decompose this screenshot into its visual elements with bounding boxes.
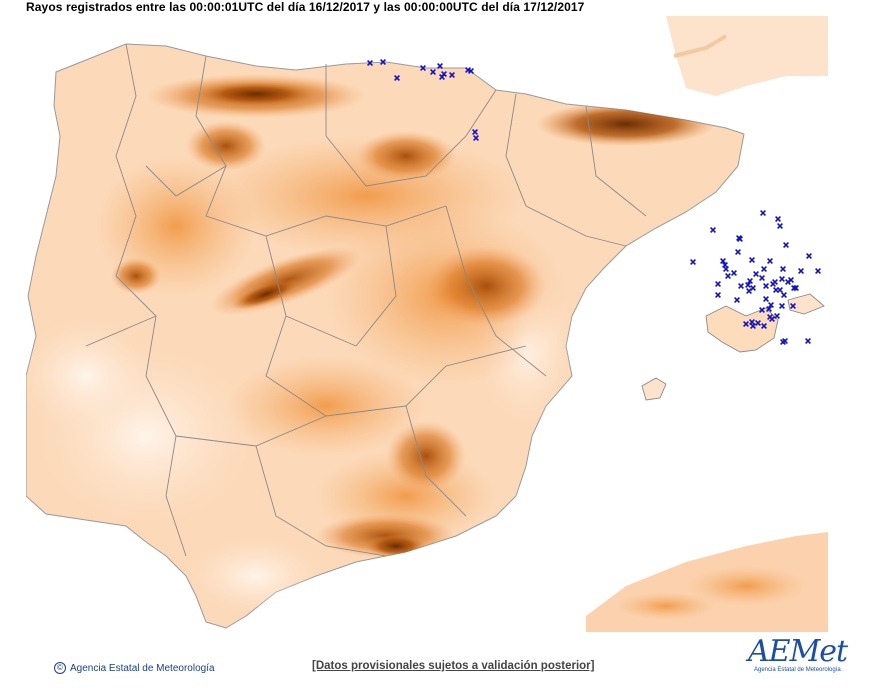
lightning-strike-marker (750, 285, 756, 291)
lightning-strike-marker (749, 257, 755, 263)
lightning-strike-marker (473, 135, 479, 141)
lightning-strike-marker (753, 271, 759, 277)
lightning-strike-marker (725, 273, 731, 279)
copyright: © Agencia Estatal de Meteorología (54, 662, 215, 674)
lightning-strike-marker (774, 313, 780, 319)
lightning-strike-marker (737, 236, 743, 242)
lightning-strike-marker (761, 266, 767, 272)
lightning-strike-marker (768, 302, 774, 308)
lightning-strike-marker (763, 296, 769, 302)
lightning-strike-marker (805, 338, 811, 344)
map-frame (26, 16, 828, 632)
lightning-strike-marker (767, 258, 773, 264)
lightning-strike-marker (793, 285, 799, 291)
lightning-strike-marker (720, 258, 726, 264)
aemet-logo-word: AEMet (748, 634, 848, 669)
disclaimer[interactable]: [Datos provisionales sujetos a validació… (312, 660, 594, 672)
disclaimer-link[interactable]: [Datos provisionales sujetos a validació… (312, 660, 595, 672)
aemet-logo: AEMet Agencia Estatal de Meteorología (748, 636, 848, 678)
lightning-strike-marker (690, 259, 696, 265)
lightning-strike-marker (798, 268, 804, 274)
lightning-strike-marker (715, 281, 721, 287)
lightning-strike-marker (759, 307, 765, 313)
lightning-strike-marker (777, 223, 783, 229)
lightning-strike-marker (468, 68, 474, 74)
lightning-strike-marker (779, 303, 785, 309)
aemet-logo-subtitle: Agencia Estatal de Meteorología (754, 667, 841, 673)
lightning-strike-marker (785, 279, 791, 285)
relief-map (26, 16, 828, 632)
lightning-strike-marker (394, 75, 400, 81)
lightning-strike-marker (747, 278, 753, 284)
lightning-strike-marker (472, 129, 478, 135)
lightning-strike-marker (710, 227, 716, 233)
lightning-strike-marker (745, 282, 751, 288)
lightning-strike-marker (734, 297, 740, 303)
lightning-strike-marker (437, 63, 443, 69)
lightning-strike-marker (815, 268, 821, 274)
mallorca (705, 305, 779, 353)
lightning-strike-marker (769, 316, 775, 322)
lightning-strike-marker (770, 281, 776, 287)
lightning-strike-marker (775, 216, 781, 222)
lightning-strike-marker (441, 71, 447, 77)
lightning-strike-marker (735, 249, 741, 255)
copyright-text: Agencia Estatal de Meteorología (70, 662, 215, 674)
lightning-strike-marker (430, 69, 436, 75)
france-fragment (666, 16, 828, 96)
lightning-strike-marker (781, 292, 787, 298)
lightning-strike-marker (763, 283, 769, 289)
lightning-strike-marker (749, 319, 755, 325)
lightning-strike-marker (791, 285, 797, 291)
lightning-strike-marker (806, 253, 812, 259)
lightning-strike-marker (780, 339, 786, 345)
lightning-strike-marker (766, 306, 772, 312)
lightning-strike-marker (731, 270, 737, 276)
lightning-strike-marker (420, 65, 426, 71)
lightning-strike-marker (760, 210, 766, 216)
lightning-strike-marker (779, 276, 785, 282)
lightning-strike-marker (367, 60, 373, 66)
region-borders (85, 43, 647, 557)
lightning-strike-marker (449, 72, 455, 78)
lightning-strike-marker (723, 266, 729, 272)
lightning-strike-marker (761, 323, 767, 329)
map-title: Rayos registrados entre las 00:00:01UTC … (26, 0, 585, 14)
lightning-strike-marker (759, 275, 765, 281)
lightning-strike-marker (750, 323, 756, 329)
lightning-strike-marker (790, 303, 796, 309)
lightning-strike-marker (755, 320, 761, 326)
lightning-strike-marker (783, 242, 789, 248)
lightning-strike-marker (780, 266, 786, 272)
lightning-strike-marker (380, 59, 386, 65)
lightning-strike-marker (722, 262, 728, 268)
ibiza (641, 377, 667, 401)
lightning-strike-marker (743, 321, 749, 327)
lightning-strike-marker (715, 292, 721, 298)
copyright-icon: © (54, 662, 66, 674)
lightning-strike-marker (777, 287, 783, 293)
menorca (787, 293, 825, 315)
lightning-strikes (367, 59, 821, 345)
lightning-strike-marker (738, 283, 744, 289)
